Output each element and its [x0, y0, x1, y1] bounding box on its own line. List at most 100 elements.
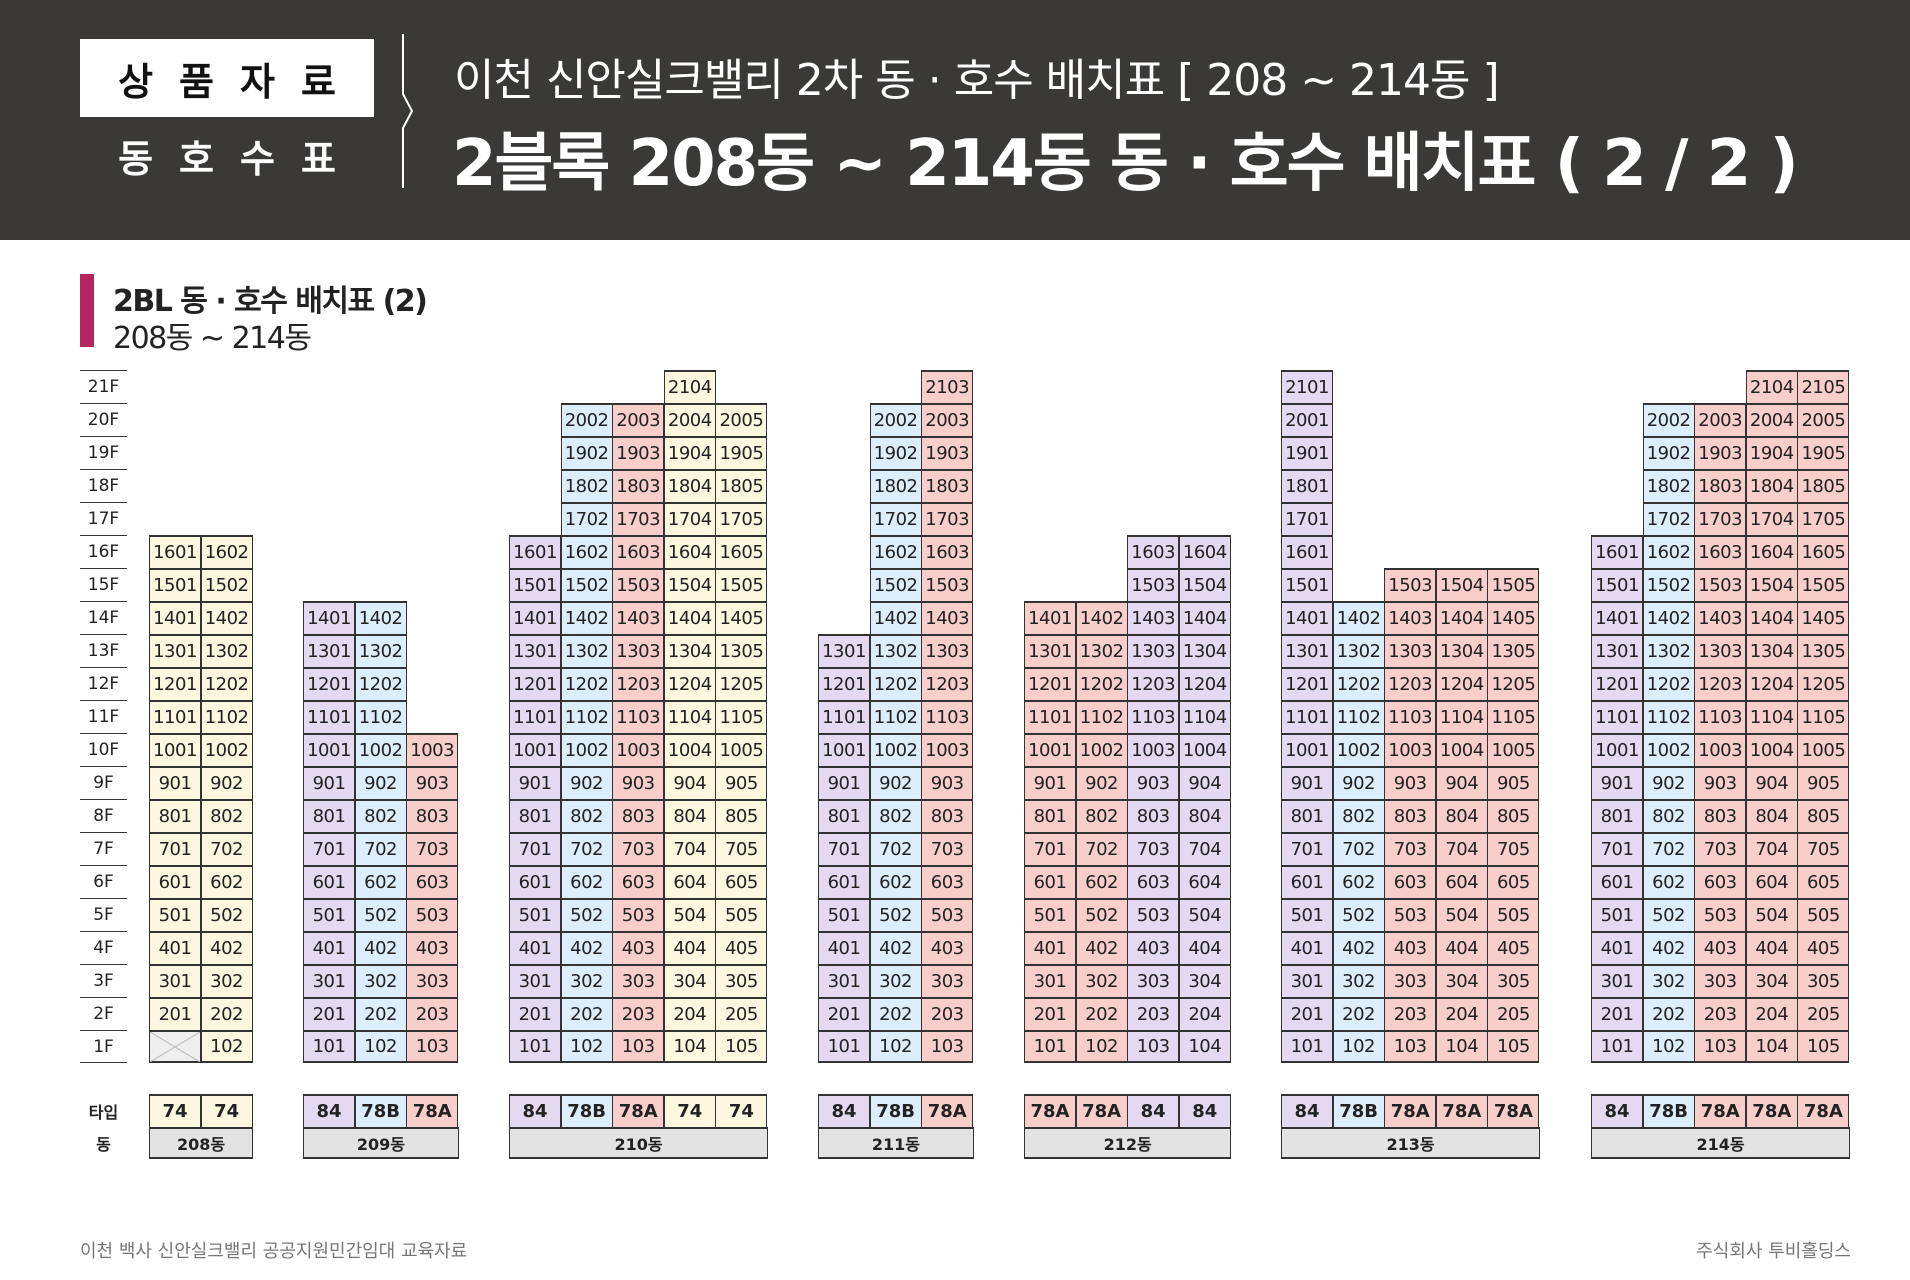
unit-cell: 1103	[1127, 700, 1180, 733]
unit-cell: 603	[1127, 865, 1180, 898]
unit-cell: 1103	[1694, 700, 1747, 733]
unit-cell: 704	[1745, 832, 1798, 865]
type-cell: 78B	[354, 1094, 407, 1127]
unit-cell: 1202	[1642, 667, 1695, 700]
unit-cell: 204	[663, 997, 716, 1030]
unit-cell: 1803	[921, 469, 974, 502]
unit-cell: 704	[1178, 832, 1231, 865]
unit-cell: 502	[354, 898, 407, 931]
unit-cell: 402	[1332, 931, 1385, 964]
unit-cell: 1901	[1281, 436, 1333, 469]
unit-cell: 1302	[1075, 634, 1128, 667]
floor-label: 3F	[80, 964, 127, 997]
unit-cell: 802	[1332, 799, 1385, 832]
unit-cell: 1404	[1435, 601, 1488, 634]
chevron-divider-icon	[402, 34, 414, 188]
unit-cell: 2004	[663, 403, 716, 436]
section-title: 2BL 동 · 호수 배치표 (2)	[113, 284, 428, 319]
page-title: 2블록 208동 ~ 214동 동 · 호수 배치표 ( 2 / 2 )	[452, 127, 1799, 201]
unit-cell: 1002	[1332, 733, 1385, 766]
unit-cell: 1904	[663, 436, 716, 469]
unit-cell: 401	[1281, 931, 1333, 964]
unit-cell: 1202	[1332, 667, 1385, 700]
unit-cell: 1304	[1178, 634, 1231, 667]
unit-cell: 1403	[1127, 601, 1180, 634]
unit-cell: 103	[1694, 1030, 1747, 1063]
unit-cell: 303	[1384, 964, 1437, 997]
unit-cell: 504	[663, 898, 716, 931]
unit-cell: 1101	[1281, 700, 1333, 733]
unit-cell: 1205	[1797, 667, 1850, 700]
unit-cell: 302	[1075, 964, 1128, 997]
unit-cell: 1404	[1178, 601, 1231, 634]
unit-cell: 601	[1281, 865, 1333, 898]
unit-cell: 1202	[560, 667, 613, 700]
unit-cell: 1401	[1281, 601, 1333, 634]
unit-cell: 1601	[509, 535, 561, 568]
unit-cell: 202	[869, 997, 922, 1030]
unit-cell: 403	[1694, 931, 1747, 964]
unit-cell: 1201	[1281, 667, 1333, 700]
unit-cell: 301	[1024, 964, 1076, 997]
unit-cell: 601	[1024, 865, 1076, 898]
unit-cell: 704	[663, 832, 716, 865]
floor-label: 20F	[80, 403, 127, 436]
type-cell: 84	[818, 1094, 870, 1127]
type-cell: 78A	[1024, 1094, 1076, 1127]
unit-cell: 901	[1024, 766, 1076, 799]
unit-cell: 602	[200, 865, 253, 898]
floor-label: 2F	[80, 997, 127, 1030]
unit-cell: 203	[921, 997, 974, 1030]
unit-cell: 1001	[818, 733, 870, 766]
building-name: 212동	[1024, 1127, 1232, 1159]
empty-unit-cell	[149, 1030, 201, 1063]
unit-cell: 603	[406, 865, 459, 898]
type-cell: 84	[1127, 1094, 1180, 1127]
unit-cell: 1305	[1487, 634, 1540, 667]
floor-label: 7F	[80, 832, 127, 865]
unit-cell: 703	[1694, 832, 1747, 865]
unit-cell: 501	[1024, 898, 1076, 931]
unit-cell: 301	[818, 964, 870, 997]
unit-cell: 701	[1591, 832, 1643, 865]
section-subtitle: 208동 ~ 214동	[113, 321, 312, 356]
unit-cell: 1401	[1591, 601, 1643, 634]
unit-cell: 1205	[1487, 667, 1540, 700]
unit-cell: 1302	[1642, 634, 1695, 667]
unit-cell: 805	[1487, 799, 1540, 832]
unit-cell: 1603	[1694, 535, 1747, 568]
unit-cell: 1302	[200, 634, 253, 667]
unit-cell: 303	[1694, 964, 1747, 997]
unit-cell: 1402	[1332, 601, 1385, 634]
unit-cell: 2001	[1281, 403, 1333, 436]
unit-cell: 402	[560, 931, 613, 964]
unit-cell: 1303	[612, 634, 665, 667]
unit-cell: 2002	[869, 403, 922, 436]
unit-cell: 405	[1797, 931, 1850, 964]
unit-cell: 304	[663, 964, 716, 997]
unit-cell: 601	[149, 865, 201, 898]
unit-cell: 1104	[1435, 700, 1488, 733]
unit-cell: 804	[663, 799, 716, 832]
unit-cell: 1203	[612, 667, 665, 700]
unit-cell: 1001	[149, 733, 201, 766]
unit-cell: 904	[663, 766, 716, 799]
unit-cell: 801	[1281, 799, 1333, 832]
unit-cell: 1101	[303, 700, 355, 733]
floor-label: 6F	[80, 865, 127, 898]
unit-cell: 1705	[715, 502, 768, 535]
unit-cell: 701	[1281, 832, 1333, 865]
unit-cell: 801	[1591, 799, 1643, 832]
unit-cell: 903	[612, 766, 665, 799]
floor-label: 11F	[80, 700, 127, 733]
unit-cell: 401	[818, 931, 870, 964]
unit-cell: 103	[612, 1030, 665, 1063]
unit-cell: 101	[303, 1030, 355, 1063]
unit-cell: 502	[200, 898, 253, 931]
unit-cell: 903	[406, 766, 459, 799]
unit-cell: 1504	[1435, 568, 1488, 601]
unit-cell: 1905	[1797, 436, 1850, 469]
unit-cell: 1601	[1281, 535, 1333, 568]
unit-cell: 802	[354, 799, 407, 832]
unit-cell: 702	[869, 832, 922, 865]
